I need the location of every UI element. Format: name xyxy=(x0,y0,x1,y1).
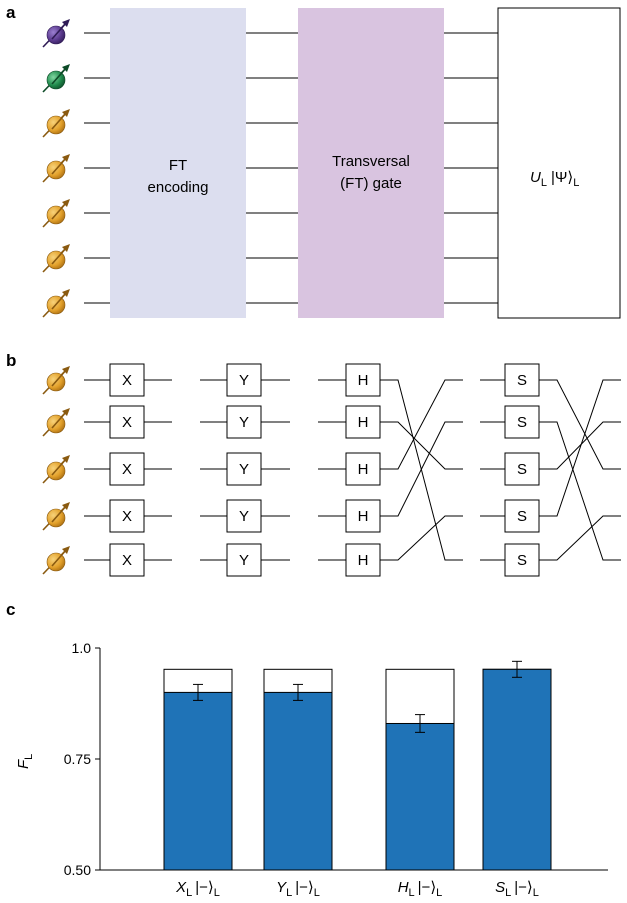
gate-box xyxy=(109,363,145,397)
gate-box xyxy=(504,543,540,577)
permutation-wire xyxy=(380,421,463,517)
gate-label: S xyxy=(517,552,527,569)
gate-box xyxy=(345,452,381,486)
gate-label: S xyxy=(517,414,527,431)
gate-box xyxy=(226,363,262,397)
panel-c-label: c xyxy=(6,600,15,619)
gate-label: X xyxy=(122,552,132,569)
qubit-icon xyxy=(42,154,70,183)
qubit-icon xyxy=(42,19,70,48)
fidelity-bar xyxy=(385,722,455,871)
panel-b-gates: X X X X X Y Y Y Y Y H H H H H S S S S S xyxy=(109,363,540,577)
gate-label: Y xyxy=(239,372,249,389)
gate-box xyxy=(109,499,145,533)
panel-b-wires xyxy=(84,379,621,561)
x-tick-label: HL |−⟩L xyxy=(398,879,443,899)
gate-label: X xyxy=(122,414,132,431)
gate-label: S xyxy=(517,508,527,525)
fidelity-bar xyxy=(263,691,333,871)
permutation-wire xyxy=(539,421,621,470)
gate-label: Y xyxy=(239,508,249,525)
y-tick-label: 0.50 xyxy=(64,862,91,878)
ft-encoding-box xyxy=(110,8,246,318)
gate-box xyxy=(226,499,262,533)
gate-label: H xyxy=(358,414,369,431)
gate-box xyxy=(345,499,381,533)
gate-label: Y xyxy=(239,552,249,569)
y-tick-label: 1.0 xyxy=(72,640,92,656)
qubit-icon xyxy=(42,366,70,395)
permutation-wire xyxy=(380,421,463,470)
x-tick-label: SL |−⟩L xyxy=(495,879,539,899)
logical-ket-sub: L xyxy=(573,177,579,189)
qubit-icon xyxy=(42,64,70,93)
gate-label: Y xyxy=(239,414,249,431)
qubit-icon xyxy=(42,546,70,575)
gate-box xyxy=(226,543,262,577)
transversal-gate-box xyxy=(298,8,444,318)
logical-u: U xyxy=(530,169,541,186)
permutation-wire xyxy=(539,379,621,517)
gate-box xyxy=(226,405,262,439)
fidelity-bar xyxy=(163,691,233,871)
logical-ket: |Ψ⟩ xyxy=(551,169,573,186)
error-bar xyxy=(293,683,303,701)
panel-b-label: b xyxy=(6,351,16,370)
permutation-wire xyxy=(380,379,463,470)
transversal-gate-line1: Transversal xyxy=(332,153,410,170)
gate-label: Y xyxy=(239,461,249,478)
qubit-icon xyxy=(42,502,70,531)
gate-label: H xyxy=(358,372,369,389)
gate-label: S xyxy=(517,372,527,389)
gate-box xyxy=(109,543,145,577)
gate-box xyxy=(226,452,262,486)
qubit-icon xyxy=(42,408,70,437)
gate-box xyxy=(345,543,381,577)
permutation-wire xyxy=(539,379,621,470)
panel-b-qubits xyxy=(42,366,70,575)
gate-box xyxy=(109,452,145,486)
y-tick-label: 0.75 xyxy=(64,751,91,767)
gate-label: S xyxy=(517,461,527,478)
qubit-icon xyxy=(42,199,70,228)
qubit-icon xyxy=(42,244,70,273)
transversal-gate-line2: (FT) gate xyxy=(340,175,402,192)
panel-a-wires xyxy=(84,32,498,304)
qubit-icon xyxy=(42,455,70,484)
fidelity-bar xyxy=(482,668,552,871)
permutation-wire xyxy=(539,515,621,561)
gate-label: X xyxy=(122,461,132,478)
gate-label: H xyxy=(358,552,369,569)
qubit-icon xyxy=(42,289,70,318)
qubit-icon xyxy=(42,109,70,138)
gate-label: X xyxy=(122,372,132,389)
ft-encoding-line1: FT xyxy=(169,157,187,174)
gate-label: H xyxy=(358,508,369,525)
x-tick-label: XL |−⟩L xyxy=(175,879,220,899)
logical-state-label: UL |Ψ⟩L xyxy=(530,169,579,189)
gate-box xyxy=(345,363,381,397)
panel-a-label: a xyxy=(6,3,16,22)
ft-encoding-line2: encoding xyxy=(148,179,209,196)
fidelity-chart: 0.50 0.75 1.0 FL XL |−⟩L YL |−⟩L HL |−⟩L SL |−⟩L xyxy=(15,640,608,899)
error-bar xyxy=(512,660,522,678)
logical-state-box xyxy=(497,7,621,319)
gate-box xyxy=(504,499,540,533)
error-bar xyxy=(415,714,425,733)
gate-label: X xyxy=(122,508,132,525)
gate-box xyxy=(504,363,540,397)
logical-u-sub: L xyxy=(541,177,547,189)
permutation-wire xyxy=(380,515,463,561)
x-tick-label: YL |−⟩L xyxy=(276,879,320,899)
gate-label: H xyxy=(358,461,369,478)
gate-box xyxy=(504,452,540,486)
error-bar xyxy=(193,683,203,701)
gate-box xyxy=(504,405,540,439)
gate-box xyxy=(109,405,145,439)
permutation-wire xyxy=(539,421,621,561)
panel-a-qubits xyxy=(42,19,70,318)
gate-box xyxy=(345,405,381,439)
y-axis-label: FL xyxy=(15,754,35,769)
